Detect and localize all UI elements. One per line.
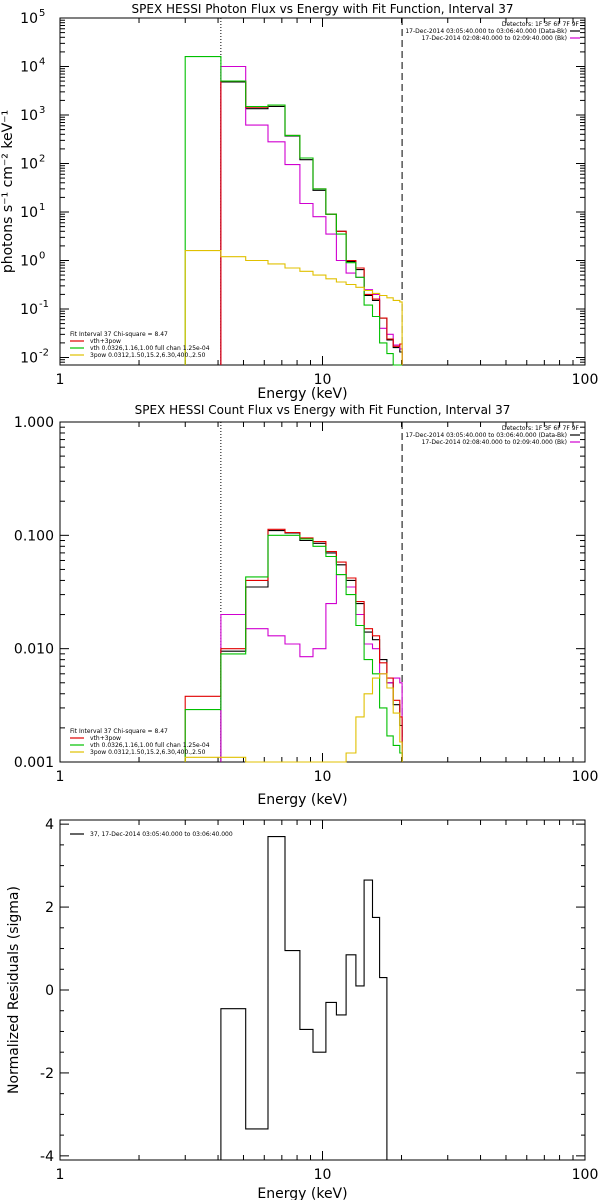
series-line-37 [220, 836, 388, 1160]
plot-frame [59, 421, 586, 763]
x-tick-label: 100 [572, 372, 599, 388]
legend-entry-left: Fit Interval 37 Chi-square = 8.47 [70, 728, 168, 735]
y-tick-label: 2 [45, 900, 54, 916]
legend-entry-left: vth 0.0326,1.16,1.00 full chan 1.25e-04 [90, 345, 210, 352]
x-tick-label: 10 [314, 1167, 332, 1183]
y-tick-exponent: 3 [39, 105, 45, 116]
series-line-vth [184, 56, 403, 366]
y-tick-label: 10 [20, 302, 38, 318]
x-tick-label: 10 [314, 372, 332, 388]
y-tick-label: 0.001 [14, 755, 54, 771]
y-tick-label: -2 [40, 1066, 54, 1082]
series-line-vth-3pow [220, 80, 403, 365]
chart-title: SPEX HESSI Photon Flux vs Energy with Fi… [132, 2, 514, 16]
legend-entry-left: 37, 17-Dec-2014 03:05:40.000 to 03:06:40… [90, 831, 233, 838]
legend-entry-left: vth+3pow [90, 735, 121, 742]
y-tick-label: 10 [20, 59, 38, 75]
chart-panel-1: SPEX HESSI Photon Flux vs Energy with Fi… [0, 2, 598, 402]
y-tick-label: -4 [40, 1149, 54, 1165]
y-tick-exponent: 2 [39, 153, 45, 164]
series-line-3pow [184, 673, 403, 763]
y-tick-exponent: -2 [39, 347, 49, 358]
y-tick-label: 10 [20, 205, 38, 221]
y-tick-exponent: 5 [39, 8, 45, 19]
x-tick-label: 100 [572, 769, 599, 785]
series-line-bk [220, 65, 403, 365]
legend-entry-left: 3pow 0.0312,1.50,15.2,6.30,400.,2.50 [90, 352, 206, 359]
chart-title: SPEX HESSI Count Flux vs Energy with Fit… [135, 403, 511, 417]
y-tick-label: 10 [20, 156, 38, 172]
y-tick-label: 4 [45, 817, 54, 833]
y-tick-exponent: 0 [39, 250, 45, 261]
x-tick-label: 10 [314, 769, 332, 785]
y-tick-exponent: 4 [39, 56, 45, 67]
legend-entry-left: vth+3pow [90, 338, 121, 345]
legend-entry-right: Detectors: 1F 3F 6F 7F 9F [502, 425, 580, 432]
legend-entry-right: 17-Dec-2014 03:05:40.000 to 03:06:40.000… [405, 432, 567, 439]
legend-entry-right: 17-Dec-2014 03:05:40.000 to 03:06:40.000… [405, 28, 567, 35]
series-line-vth-3pow [184, 528, 403, 762]
y-tick-label: 0 [45, 983, 54, 999]
series-line-bk [220, 574, 403, 762]
plot-frame [59, 17, 586, 366]
y-axis-label: Normalized Residuals (sigma) [6, 886, 22, 1094]
y-tick-label: 0.100 [14, 528, 54, 544]
y-tick-label: 1.000 [14, 415, 54, 431]
x-axis-label: Energy (keV) [257, 386, 347, 402]
y-tick-exponent: 1 [39, 202, 45, 213]
series-line-vth [184, 534, 403, 762]
plot-frame [59, 819, 586, 1161]
chart-panel-3: 1 10 100 -4 -2 0 2 4 Energy (keV) Normalized Resi… [6, 817, 598, 1200]
y-tick-label: 10 [20, 350, 38, 366]
x-tick-label: 100 [572, 1167, 599, 1183]
legend-entry-right: Detectors: 1F 3F 6F 7F 9F [502, 21, 580, 28]
y-tick-exponent: -1 [39, 299, 49, 310]
y-tick-label: 0.010 [14, 642, 54, 658]
legend-entry-right: 17-Dec-2014 02:08:40.000 to 02:09:40.000… [422, 439, 567, 446]
x-tick-label: 1 [56, 769, 65, 785]
x-tick-label: 1 [56, 372, 65, 388]
series-line-data-bk [220, 81, 403, 365]
y-axis-label: photons s⁻¹ cm⁻² keV⁻¹ [0, 110, 16, 273]
series-line-3pow [184, 250, 403, 365]
legend-entry-left: Fit Interval 37 Chi-square = 8.47 [70, 331, 168, 338]
legend-entry-right: 17-Dec-2014 02:08:40.000 to 02:09:40.000… [422, 35, 567, 42]
y-tick-label: 10 [20, 253, 38, 269]
series-line-data-bk [220, 530, 403, 762]
x-axis-label: Energy (keV) [257, 792, 347, 808]
y-tick-label: 10 [20, 11, 38, 27]
y-tick-label: 10 [20, 108, 38, 124]
legend-entry-left: vth 0.0326,1.16,1.00 full chan 1.25e-04 [90, 742, 210, 749]
legend-entry-left: 3pow 0.0312,1.50,15.2,6.30,400.,2.50 [90, 749, 206, 756]
x-axis-label: Energy (keV) [257, 1186, 347, 1200]
chart-panel-2: SPEX HESSI Count Flux vs Energy with Fit… [14, 403, 598, 808]
x-tick-label: 1 [56, 1167, 65, 1183]
